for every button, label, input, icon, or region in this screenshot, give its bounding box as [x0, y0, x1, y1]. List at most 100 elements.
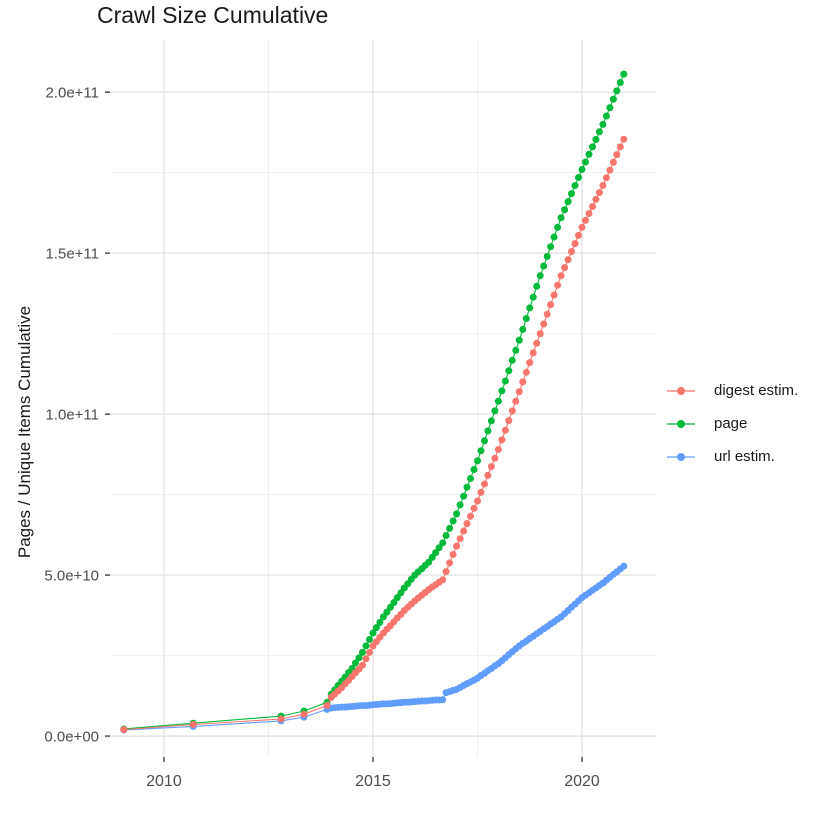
- data-point-digest-estim-: [515, 388, 523, 396]
- data-point-digest-estim-: [561, 264, 569, 272]
- data-point-page: [595, 128, 603, 136]
- data-point-digest-estim-: [526, 359, 534, 367]
- data-point-digest-estim-: [550, 291, 558, 299]
- data-point-digest-estim-: [442, 568, 450, 576]
- data-point-digest-estim-: [554, 281, 562, 289]
- data-point-digest-estim-: [453, 542, 461, 550]
- data-point-digest-estim-: [547, 301, 555, 309]
- data-point-digest-estim-: [522, 368, 530, 376]
- data-point-page: [582, 158, 589, 166]
- legend-item-digest-estim-: digest estim.: [666, 374, 798, 407]
- data-point-digest-estim-: [120, 726, 128, 734]
- data-point-page: [487, 417, 495, 425]
- data-point-page: [561, 206, 569, 214]
- y-tick-label: 2.0e+11: [45, 85, 99, 102]
- legend-item-page: page: [666, 407, 798, 440]
- data-point-digest-estim-: [609, 158, 617, 166]
- data-point-digest-estim-: [529, 349, 537, 357]
- data-point-page: [522, 315, 530, 322]
- data-point-page: [578, 165, 586, 173]
- data-point-digest-estim-: [481, 480, 488, 488]
- data-point-page: [571, 182, 579, 189]
- data-point-digest-estim-: [533, 339, 541, 347]
- data-point-digest-estim-: [477, 488, 485, 496]
- data-point-page: [515, 336, 523, 344]
- data-point-page: [526, 304, 534, 312]
- data-point-page: [540, 262, 548, 270]
- data-point-digest-estim-: [613, 151, 621, 159]
- legend-label: page: [714, 415, 748, 432]
- data-point-page: [491, 407, 499, 415]
- data-point-digest-estim-: [460, 527, 468, 535]
- data-point-digest-estim-: [491, 454, 499, 462]
- data-point-digest-estim-: [463, 520, 471, 528]
- data-point-page: [529, 293, 537, 301]
- data-point-page: [620, 70, 628, 78]
- data-point-page: [439, 539, 447, 547]
- data-point-page: [477, 447, 485, 455]
- data-point-page: [470, 466, 478, 473]
- data-point-digest-estim-: [595, 189, 603, 197]
- y-tick-label: 0.0e+00: [44, 729, 99, 746]
- data-point-page: [599, 120, 607, 128]
- data-point-digest-estim-: [484, 471, 492, 479]
- data-point-digest-estim-: [599, 182, 607, 189]
- legend-key-icon: [667, 419, 695, 428]
- data-point-page: [435, 544, 443, 552]
- data-point-digest-estim-: [616, 143, 624, 151]
- data-point-page: [564, 198, 572, 206]
- data-point-page: [390, 599, 398, 606]
- y-tick-label: 1.0e+11: [45, 407, 99, 424]
- data-point-page: [616, 79, 624, 86]
- data-point-digest-estim-: [585, 210, 593, 217]
- data-point-digest-estim-: [589, 203, 596, 210]
- legend-item-url-estim-: url estim.: [666, 440, 798, 473]
- data-point-page: [484, 427, 492, 435]
- data-point-page: [533, 282, 541, 290]
- data-point-page: [352, 659, 359, 667]
- data-point-page: [474, 457, 481, 465]
- data-point-page: [512, 346, 520, 354]
- data-point-digest-estim-: [456, 535, 464, 543]
- data-point-digest-estim-: [606, 166, 614, 174]
- data-point-page: [393, 594, 401, 602]
- data-point-digest-estim-: [578, 223, 586, 231]
- data-point-digest-estim-: [498, 436, 506, 444]
- data-point-digest-estim-: [536, 330, 544, 338]
- y-tick-label: 5.0e+10: [44, 568, 99, 585]
- data-point-page: [453, 510, 461, 518]
- y-tick-label: 1.5e+11: [45, 246, 99, 263]
- data-point-page: [376, 618, 384, 626]
- data-point-digest-estim-: [470, 504, 478, 512]
- data-point-page: [557, 214, 565, 222]
- data-point-page: [554, 223, 562, 231]
- data-point-page: [369, 629, 377, 637]
- data-point-page: [425, 558, 433, 566]
- legend-label: url estim.: [714, 448, 775, 465]
- data-point-digest-estim-: [582, 216, 589, 224]
- x-tick-label: 2015: [355, 773, 391, 790]
- data-point-digest-estim-: [501, 426, 509, 434]
- data-point-digest-estim-: [487, 463, 495, 471]
- data-point-page: [575, 174, 582, 181]
- data-point-page: [547, 243, 555, 251]
- data-point-page: [550, 233, 558, 241]
- data-point-page: [432, 549, 440, 557]
- data-point-page: [467, 475, 474, 482]
- data-point-digest-estim-: [571, 240, 579, 247]
- data-point-page: [460, 492, 468, 500]
- data-point-digest-estim-: [300, 710, 308, 718]
- legend-key-icon: [667, 452, 695, 461]
- data-point-digest-estim-: [564, 256, 572, 264]
- data-point-digest-estim-: [467, 512, 474, 520]
- data-point-page: [592, 136, 600, 143]
- data-point-page: [366, 636, 373, 643]
- x-tick-label: 2010: [146, 773, 182, 790]
- data-point-digest-estim-: [543, 310, 551, 318]
- data-point-digest-estim-: [592, 195, 600, 203]
- data-point-page: [505, 367, 513, 375]
- legend: digest estim. page url estim.: [666, 374, 798, 473]
- data-point-page: [428, 553, 436, 561]
- legend-key-icon: [667, 386, 695, 395]
